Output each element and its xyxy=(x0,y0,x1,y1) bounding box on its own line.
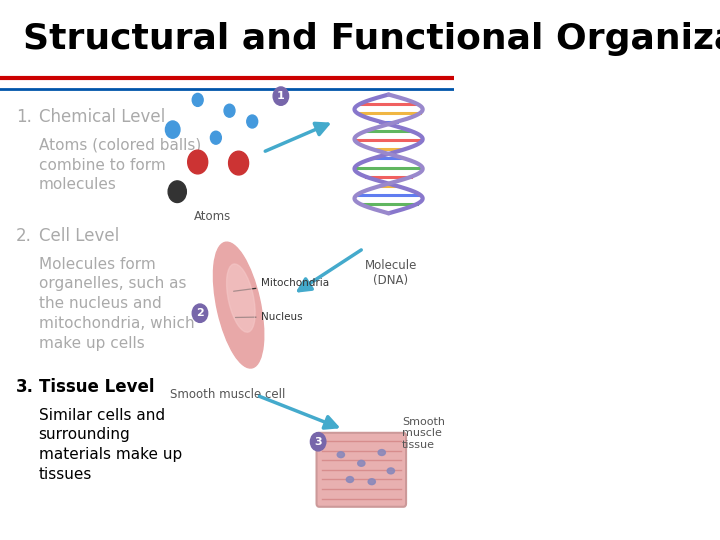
Text: Atoms: Atoms xyxy=(194,210,231,222)
Circle shape xyxy=(192,93,203,106)
Text: 3: 3 xyxy=(315,437,322,447)
Ellipse shape xyxy=(378,449,385,455)
Text: Nucleus: Nucleus xyxy=(235,312,303,322)
Circle shape xyxy=(224,104,235,117)
Text: Molecule
(DNA): Molecule (DNA) xyxy=(364,259,417,287)
Text: Atoms (colored balls)
combine to form
molecules: Atoms (colored balls) combine to form mo… xyxy=(39,138,201,192)
Circle shape xyxy=(168,181,186,202)
Ellipse shape xyxy=(213,242,264,368)
Text: 1: 1 xyxy=(277,91,284,101)
Ellipse shape xyxy=(346,476,354,483)
Circle shape xyxy=(247,115,258,128)
Text: Cell Level: Cell Level xyxy=(39,227,119,245)
Circle shape xyxy=(310,433,326,451)
Text: Mitochondria: Mitochondria xyxy=(233,278,330,291)
Text: Chemical Level: Chemical Level xyxy=(39,108,165,126)
Text: 2.: 2. xyxy=(16,227,32,245)
Circle shape xyxy=(210,131,221,144)
Text: Structural and Functional Organization: Structural and Functional Organization xyxy=(23,22,720,56)
Ellipse shape xyxy=(368,478,375,485)
Text: 3.: 3. xyxy=(16,378,34,396)
Circle shape xyxy=(229,151,248,175)
Ellipse shape xyxy=(387,468,395,474)
Text: Smooth muscle cell: Smooth muscle cell xyxy=(169,388,285,401)
Text: 1.: 1. xyxy=(16,108,32,126)
Ellipse shape xyxy=(227,264,255,332)
Text: Smooth
muscle
tissue: Smooth muscle tissue xyxy=(402,417,445,450)
Text: Similar cells and
surrounding
materials make up
tissues: Similar cells and surrounding materials … xyxy=(39,408,182,482)
Ellipse shape xyxy=(358,460,365,467)
Circle shape xyxy=(188,150,207,174)
Circle shape xyxy=(166,121,180,138)
Text: Molecules form
organelles, such as
the nucleus and
mitochondria, which
make up c: Molecules form organelles, such as the n… xyxy=(39,256,194,350)
Text: 2: 2 xyxy=(196,308,204,318)
Circle shape xyxy=(192,304,207,322)
FancyBboxPatch shape xyxy=(317,433,406,507)
Text: Tissue Level: Tissue Level xyxy=(39,378,154,396)
Ellipse shape xyxy=(337,451,344,457)
Circle shape xyxy=(273,87,289,105)
